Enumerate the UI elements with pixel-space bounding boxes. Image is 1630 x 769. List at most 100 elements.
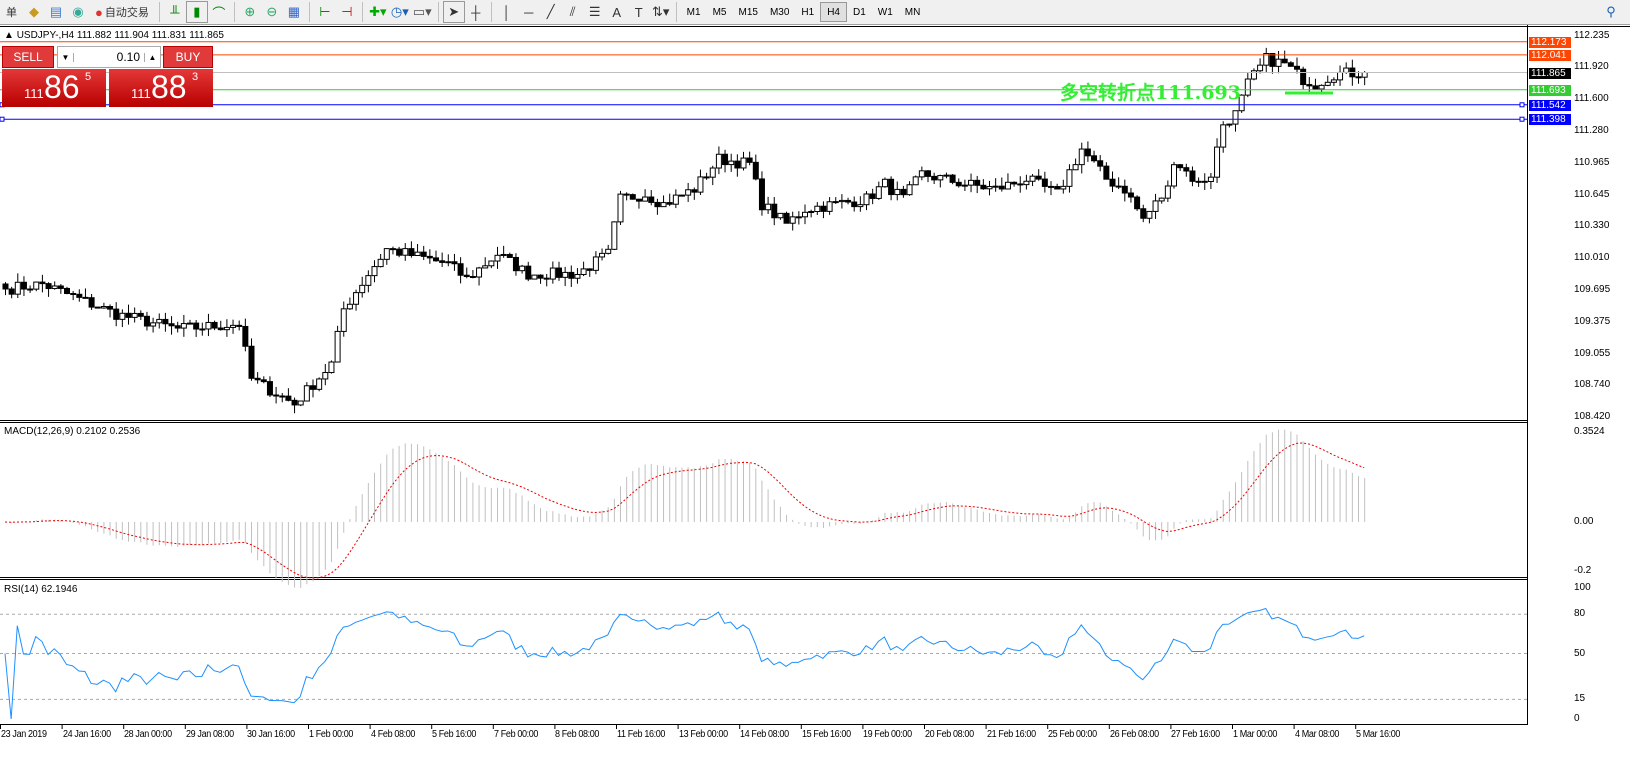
candle-body: [1091, 155, 1098, 162]
candle-body: [1011, 181, 1018, 185]
lot-increase-button[interactable]: ▲: [144, 52, 160, 62]
candle-body: [715, 153, 722, 169]
gold-bars-icon[interactable]: ◆: [29, 4, 39, 19]
candle-body: [1306, 84, 1313, 87]
horizontal-line-icon[interactable]: ─: [524, 4, 534, 20]
price-tick: 111.600: [1574, 93, 1609, 104]
ask-fraction: 3: [192, 71, 199, 83]
candle-body: [70, 292, 77, 295]
candle-body: [20, 281, 27, 290]
tile-windows-icon[interactable]: ▦: [287, 4, 300, 19]
buy-button[interactable]: BUY: [163, 46, 213, 68]
menu-fragment[interactable]: 单: [6, 7, 17, 19]
candle-body: [426, 255, 433, 259]
text-icon[interactable]: A: [612, 4, 621, 20]
text-label-icon[interactable]: T: [634, 4, 643, 20]
candle-body: [457, 263, 464, 276]
candle-body: [211, 321, 218, 329]
candle-body: [1300, 68, 1307, 86]
time-label: 1 Feb 00:00: [309, 729, 354, 740]
candle-body: [808, 210, 815, 213]
candle-body: [654, 201, 661, 208]
lot-size-input[interactable]: ▼ 0.10 ▲: [57, 46, 161, 68]
candle-body: [740, 157, 747, 169]
candle-body: [642, 196, 649, 202]
candle-body: [150, 322, 157, 327]
candle-body: [445, 261, 452, 264]
arrows-icon[interactable]: ⇅▾: [651, 4, 670, 19]
price-axis[interactable]: 112.173 112.041 111.865 111.693 111.542 111.3…: [1527, 25, 1630, 725]
timeframe-m30[interactable]: M30: [769, 6, 790, 18]
crosshair-icon[interactable]: ┼: [471, 4, 481, 20]
zoom-out-icon[interactable]: ⊖: [266, 4, 278, 19]
pivot-annotation[interactable]: 多空转折点111.693: [1060, 82, 1241, 104]
candle-body: [1041, 178, 1048, 187]
candle-body: [1189, 170, 1196, 182]
chart-shift-icon[interactable]: ⊢: [319, 4, 331, 19]
search-icon[interactable]: ⚲: [1606, 4, 1616, 19]
price-tick: 111.280: [1574, 125, 1609, 136]
candle-body: [635, 198, 642, 202]
candle-body: [1035, 175, 1042, 180]
periods-clock-icon[interactable]: ◷▾: [390, 4, 409, 19]
time-label: 11 Feb 16:00: [617, 729, 666, 740]
candle-body: [925, 170, 931, 177]
timeframe-m15[interactable]: M15: [738, 6, 758, 18]
candle-body: [623, 193, 630, 196]
equidistant-channel-icon[interactable]: ⫽: [569, 4, 576, 19]
zoom-in-icon[interactable]: ⊕: [244, 4, 256, 19]
lot-value[interactable]: 0.10: [116, 50, 140, 64]
candlestick-icon[interactable]: ▮: [185, 1, 208, 23]
bar-chart-icon[interactable]: ╨: [170, 4, 180, 20]
candle-body: [1269, 52, 1276, 67]
macd-tick: -0.2: [1574, 565, 1592, 576]
candle-body: [137, 312, 144, 317]
candle-body: [795, 216, 802, 219]
indicators-icon[interactable]: ✚▾: [369, 4, 387, 19]
timeframe-m1[interactable]: M1: [686, 6, 701, 18]
timeframe-mn[interactable]: MN: [904, 6, 921, 18]
fibonacci-icon[interactable]: ☰: [588, 4, 601, 19]
candle-body: [1330, 79, 1337, 83]
rsi-label: RSI(14) 62.1946: [4, 584, 78, 595]
candle-body: [82, 296, 89, 299]
timeframe-h1[interactable]: H1: [801, 6, 815, 18]
timeframe-d1[interactable]: D1: [852, 6, 866, 18]
history-icon[interactable]: ▤: [49, 4, 63, 19]
candle-body: [494, 254, 501, 262]
candle-body: [365, 275, 372, 286]
price-tick: 110.330: [1574, 220, 1610, 231]
line-chart-icon[interactable]: ⌒: [212, 5, 226, 21]
cursor-icon[interactable]: ➤: [442, 1, 465, 23]
separator: [158, 2, 160, 22]
candle-body: [2, 283, 9, 290]
ask-price[interactable]: 111 88 3: [109, 69, 213, 107]
candle-body: [8, 288, 15, 295]
candle-body: [1337, 71, 1344, 81]
signal-icon[interactable]: ◉: [72, 4, 84, 19]
templates-icon[interactable]: ▭▾: [412, 4, 432, 19]
vertical-line-icon[interactable]: │: [502, 4, 511, 20]
autoscroll-icon[interactable]: ⊣: [341, 4, 353, 19]
candle-body: [912, 176, 919, 186]
trendline-icon[interactable]: ╱: [546, 4, 555, 19]
candle-body: [340, 308, 347, 332]
candle-body: [1318, 84, 1325, 90]
candle-body: [402, 248, 409, 256]
candle-body: [168, 323, 175, 327]
bid-price[interactable]: 111 86 5: [2, 69, 106, 107]
candle-body: [310, 385, 316, 390]
candle-body: [236, 324, 243, 327]
candle-body: [746, 157, 753, 163]
candle-body: [119, 312, 126, 320]
candle-body: [383, 248, 390, 260]
autotrading-button[interactable]: ● 自动交易: [89, 1, 155, 23]
lot-decrease-button[interactable]: ▼: [58, 52, 74, 62]
timeframe-h4[interactable]: H4: [820, 2, 847, 22]
sell-button[interactable]: SELL: [2, 46, 54, 68]
price-tick: 110.965: [1574, 156, 1610, 168]
candle-body: [1312, 85, 1319, 90]
timeframe-w1[interactable]: W1: [877, 6, 893, 18]
timeframe-m5[interactable]: M5: [712, 6, 727, 18]
